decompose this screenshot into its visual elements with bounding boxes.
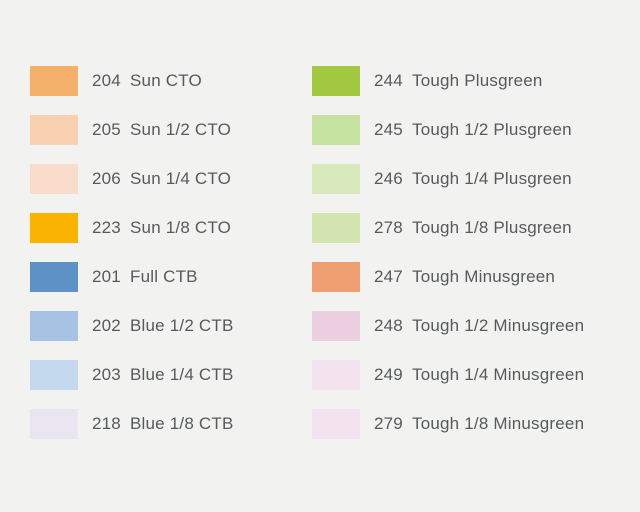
color-swatch	[30, 164, 78, 194]
swatch-code: 205	[92, 120, 130, 140]
color-swatch	[30, 262, 78, 292]
swatch-label: Tough 1/2 Plusgreen	[412, 120, 572, 140]
color-swatch	[312, 115, 360, 145]
swatch-code: 279	[374, 414, 412, 434]
color-swatch	[30, 213, 78, 243]
color-swatch	[30, 115, 78, 145]
color-swatch	[30, 360, 78, 390]
swatch-label: Tough Plusgreen	[412, 71, 543, 91]
swatch-label: Tough 1/8 Minusgreen	[412, 414, 584, 434]
color-swatch	[312, 409, 360, 439]
color-swatch	[30, 311, 78, 341]
swatch-row: 245 Tough 1/2 Plusgreen	[312, 105, 620, 154]
swatch-row: 279 Tough 1/8 Minusgreen	[312, 399, 620, 448]
swatch-code: 249	[374, 365, 412, 385]
swatch-row: 247 Tough Minusgreen	[312, 252, 620, 301]
swatch-label: Tough 1/4 Minusgreen	[412, 365, 584, 385]
swatch-code: 248	[374, 316, 412, 336]
swatch-code: 247	[374, 267, 412, 287]
swatch-label: Sun 1/2 CTO	[130, 120, 231, 140]
swatch-row: 205 Sun 1/2 CTO	[30, 105, 312, 154]
swatch-row: 278 Tough 1/8 Plusgreen	[312, 203, 620, 252]
swatch-code: 202	[92, 316, 130, 336]
swatch-label: Sun 1/4 CTO	[130, 169, 231, 189]
swatch-label: Blue 1/2 CTB	[130, 316, 234, 336]
color-swatch	[312, 66, 360, 96]
swatch-chart: 204 Sun CTO 205 Sun 1/2 CTO 206 Sun 1/4 …	[0, 0, 640, 448]
swatch-row: 202 Blue 1/2 CTB	[30, 301, 312, 350]
swatch-code: 244	[374, 71, 412, 91]
swatch-code: 201	[92, 267, 130, 287]
swatch-row: 206 Sun 1/4 CTO	[30, 154, 312, 203]
right-column: 244 Tough Plusgreen 245 Tough 1/2 Plusgr…	[312, 56, 620, 448]
swatch-label: Sun 1/8 CTO	[130, 218, 231, 238]
swatch-label: Sun CTO	[130, 71, 202, 91]
swatch-code: 206	[92, 169, 130, 189]
swatch-row: 201 Full CTB	[30, 252, 312, 301]
swatch-label: Blue 1/4 CTB	[130, 365, 234, 385]
swatch-label: Tough 1/2 Minusgreen	[412, 316, 584, 336]
swatch-code: 223	[92, 218, 130, 238]
swatch-row: 203 Blue 1/4 CTB	[30, 350, 312, 399]
swatch-row: 204 Sun CTO	[30, 56, 312, 105]
swatch-code: 204	[92, 71, 130, 91]
color-swatch	[312, 213, 360, 243]
color-swatch	[312, 360, 360, 390]
swatch-label: Tough Minusgreen	[412, 267, 555, 287]
swatch-label: Full CTB	[130, 267, 198, 287]
swatch-row: 248 Tough 1/2 Minusgreen	[312, 301, 620, 350]
swatch-row: 246 Tough 1/4 Plusgreen	[312, 154, 620, 203]
swatch-row: 244 Tough Plusgreen	[312, 56, 620, 105]
swatch-code: 245	[374, 120, 412, 140]
color-swatch	[30, 409, 78, 439]
swatch-code: 218	[92, 414, 130, 434]
swatch-row: 218 Blue 1/8 CTB	[30, 399, 312, 448]
swatch-row: 223 Sun 1/8 CTO	[30, 203, 312, 252]
color-swatch	[312, 262, 360, 292]
left-column: 204 Sun CTO 205 Sun 1/2 CTO 206 Sun 1/4 …	[30, 56, 312, 448]
swatch-label: Tough 1/4 Plusgreen	[412, 169, 572, 189]
color-swatch	[312, 311, 360, 341]
swatch-label: Tough 1/8 Plusgreen	[412, 218, 572, 238]
color-swatch	[30, 66, 78, 96]
swatch-row: 249 Tough 1/4 Minusgreen	[312, 350, 620, 399]
swatch-code: 203	[92, 365, 130, 385]
swatch-code: 278	[374, 218, 412, 238]
swatch-label: Blue 1/8 CTB	[130, 414, 234, 434]
color-swatch	[312, 164, 360, 194]
swatch-code: 246	[374, 169, 412, 189]
